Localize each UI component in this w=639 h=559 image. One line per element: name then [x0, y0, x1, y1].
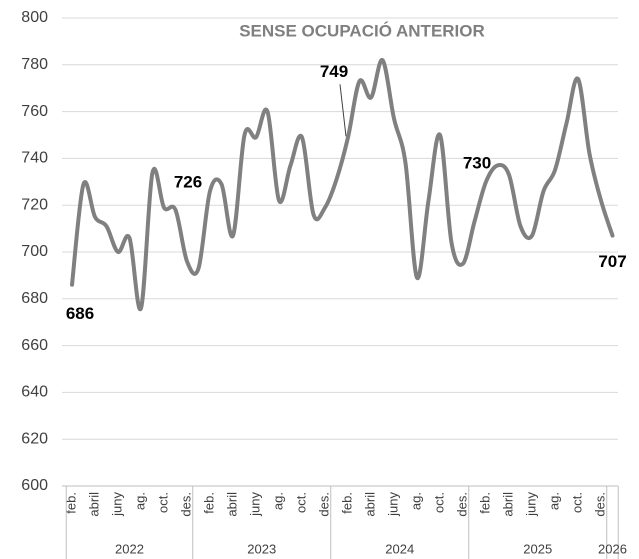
x-tick-label: juny — [109, 492, 124, 517]
y-tick-label: 720 — [21, 196, 48, 213]
x-tick-label: feb. — [63, 492, 78, 514]
x-tick-label: oct. — [431, 492, 446, 513]
x-tick-label: feb. — [339, 492, 354, 514]
data-label: 686 — [66, 304, 94, 323]
x-tick-label: ag. — [270, 492, 285, 510]
x-tick-label: des. — [592, 492, 607, 517]
leader-line — [339, 84, 347, 137]
group-label: 2026 — [598, 541, 627, 556]
y-tick-label: 640 — [21, 384, 48, 401]
y-tick-label: 760 — [21, 103, 48, 120]
y-tick-label: 800 — [21, 9, 48, 26]
x-tick-label: ag. — [132, 492, 147, 510]
x-tick-label: des. — [454, 492, 469, 517]
x-tick-label: abril — [224, 492, 239, 517]
data-label: 730 — [463, 153, 491, 172]
x-tick-label: juny — [247, 492, 262, 517]
x-tick-label: des. — [316, 492, 331, 517]
y-tick-label: 700 — [21, 243, 48, 260]
group-label: 2022 — [115, 541, 144, 556]
x-tick-label: abril — [500, 492, 515, 517]
x-tick-label: oct. — [293, 492, 308, 513]
x-tick-label: abril — [362, 492, 377, 517]
x-tick-label: juny — [523, 492, 538, 517]
x-tick-label: oct. — [569, 492, 584, 513]
y-tick-label: 680 — [21, 290, 48, 307]
y-tick-label: 620 — [21, 430, 48, 447]
data-label: 707 — [598, 252, 626, 271]
data-label: 726 — [174, 173, 202, 192]
x-tick-label: ag. — [546, 492, 561, 510]
x-tick-label: oct. — [155, 492, 170, 513]
group-label: 2023 — [247, 541, 276, 556]
x-tick-label: des. — [178, 492, 193, 517]
x-tick-label: feb. — [477, 492, 492, 514]
y-tick-label: 780 — [21, 56, 48, 73]
y-tick-label: 600 — [21, 477, 48, 494]
x-tick-label: feb. — [201, 492, 216, 514]
x-tick-label: abril — [86, 492, 101, 517]
y-tick-label: 740 — [21, 150, 48, 167]
chart-title: SENSE OCUPACIÓ ANTERIOR — [239, 21, 485, 40]
x-tick-label: ag. — [408, 492, 423, 510]
group-label: 2025 — [523, 541, 552, 556]
y-tick-label: 660 — [21, 337, 48, 354]
data-label: 749 — [320, 62, 348, 81]
group-label: 2024 — [385, 541, 414, 556]
line-series — [70, 58, 615, 312]
x-tick-label: juny — [385, 492, 400, 517]
